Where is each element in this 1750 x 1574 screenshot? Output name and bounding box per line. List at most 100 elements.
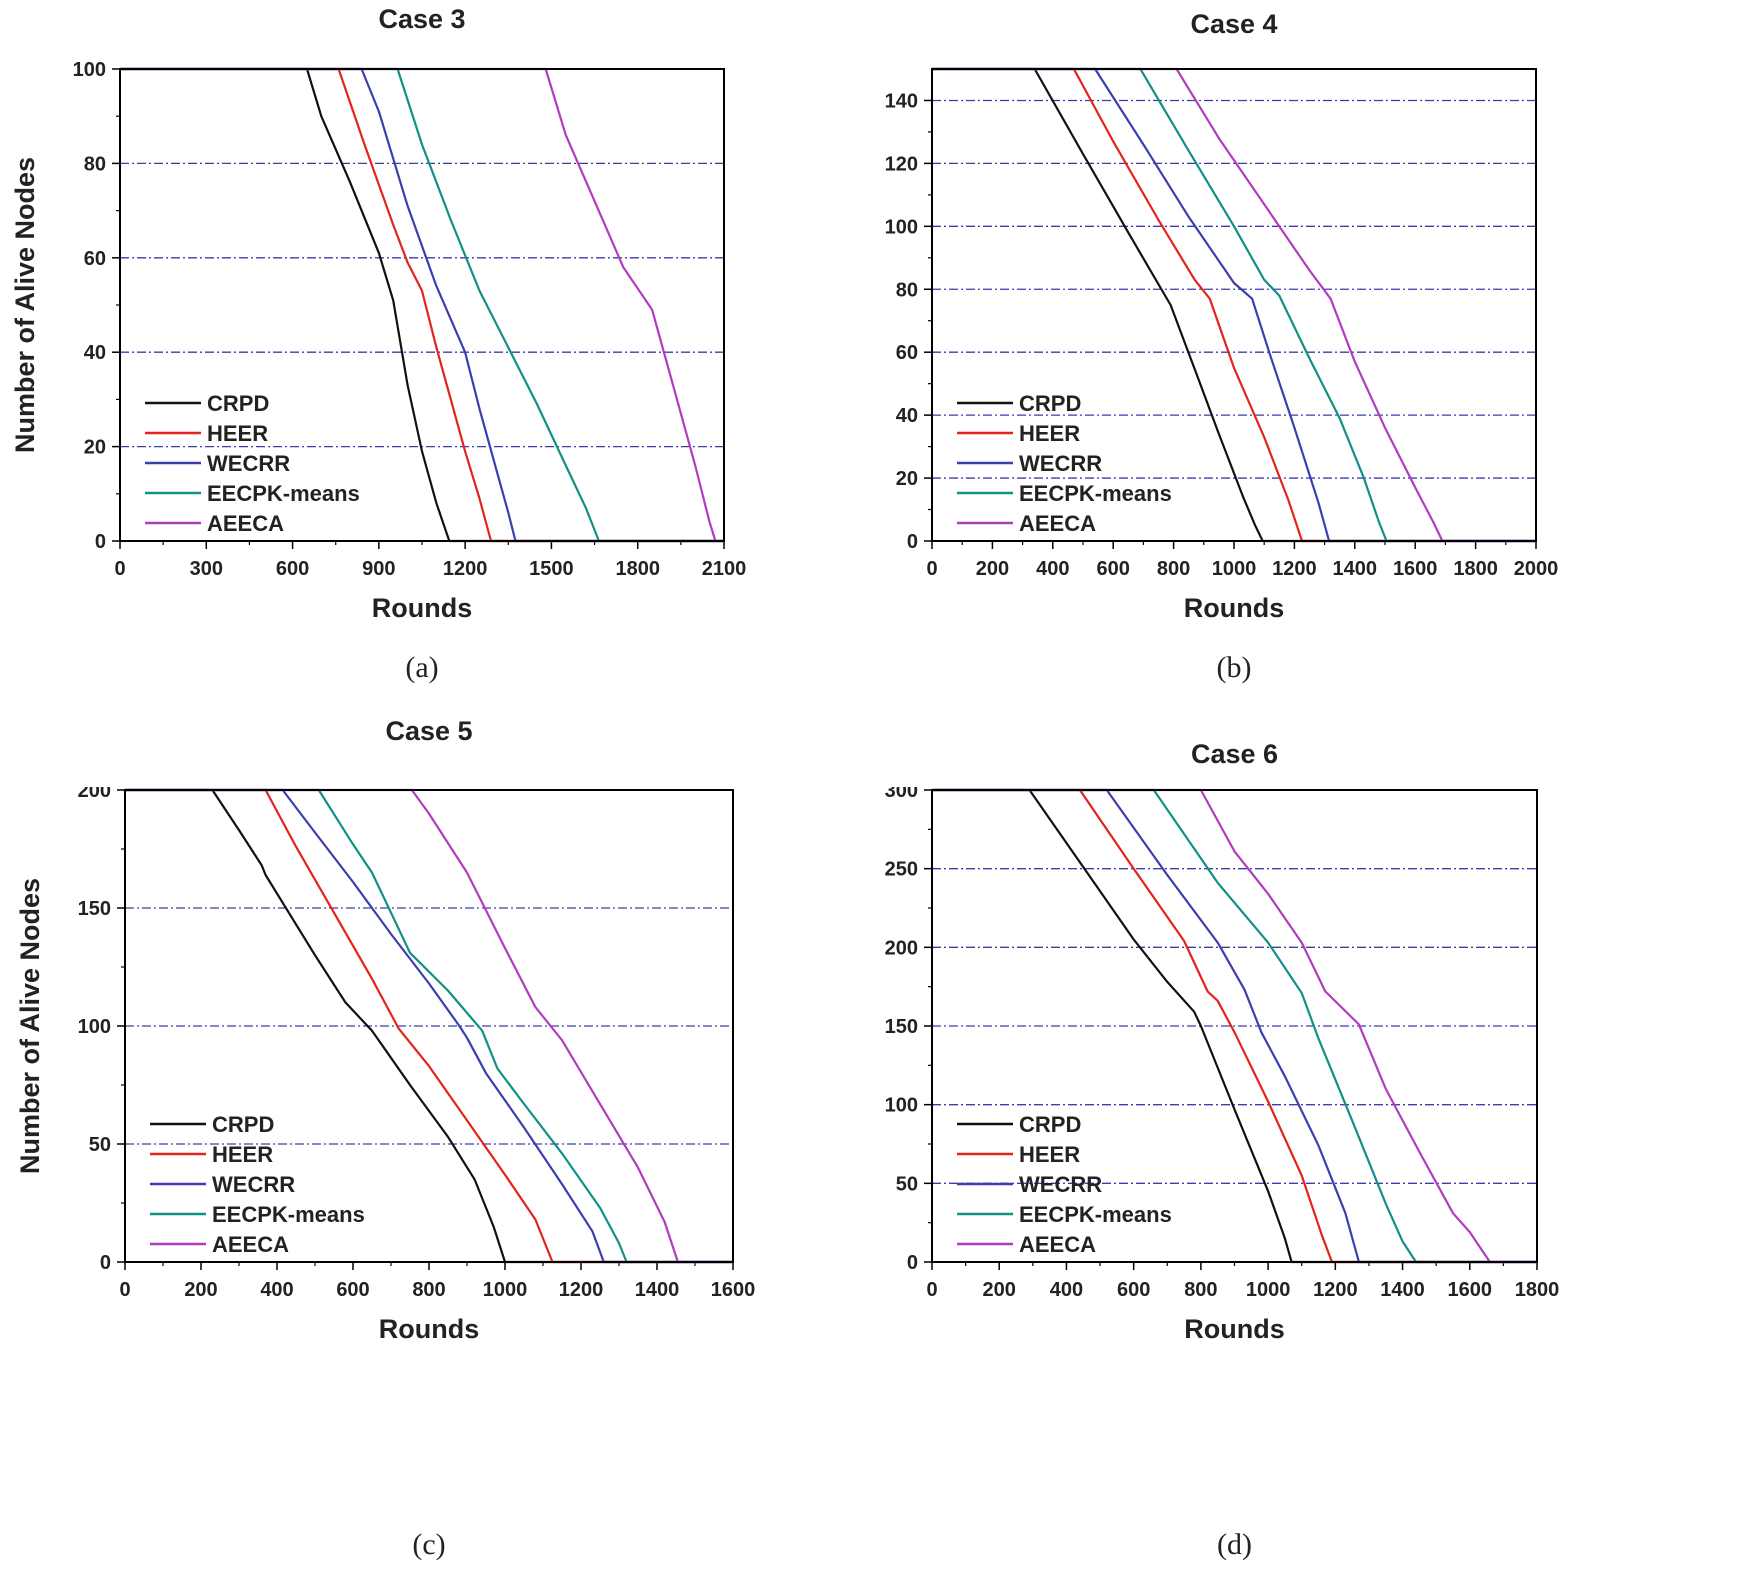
x-tick-label: 200 — [184, 1279, 217, 1301]
panel-b: 0 200 400 600 800 1000 1200 1400 1600 1800 2000 0 20… — [875, 0, 1750, 787]
plot-frame — [931, 789, 1538, 1263]
x-tick-label: 1800 — [615, 558, 660, 580]
y-tick-label: 50 — [89, 1134, 111, 1156]
x-tick-label: 1400 — [635, 1279, 680, 1301]
panel-caption: (d) — [1217, 1528, 1252, 1561]
legend-label: HEER — [1019, 1142, 1080, 1167]
legend-label: HEER — [212, 1142, 273, 1167]
panel-a: 0 300 600 900 1200 1500 1800 2100 0 20 40 60 80 100 CR… — [0, 0, 875, 787]
legend: CRPD HEER WECRR EECPK-means AEECA — [957, 391, 1172, 536]
x-tick-label: 2100 — [702, 558, 747, 580]
legend-label: EECPK-means — [207, 481, 360, 506]
legend-label: EECPK-means — [1019, 1202, 1172, 1227]
y-tick-label: 0 — [907, 1252, 918, 1274]
series-line-crpd — [120, 67, 724, 543]
legend-label: AEECA — [207, 511, 284, 536]
x-tick-label: 1600 — [711, 1279, 756, 1301]
legend-label: AEECA — [1019, 1232, 1096, 1257]
series-lines — [932, 788, 1537, 1264]
x-tick-label: 1600 — [1393, 558, 1438, 580]
chart-c: 0 200 400 600 800 1000 1200 1400 1600 0 50 100 150 20… — [15, 787, 755, 1561]
series-line-heer — [120, 67, 724, 543]
x-tick-label: 1200 — [1313, 1279, 1358, 1301]
y-tick-label: 60 — [896, 342, 918, 364]
y-tick-label: 100 — [885, 216, 918, 238]
panel-caption: (c) — [412, 1528, 445, 1561]
series-line-crpd — [932, 788, 1537, 1264]
x-tick-label: 1400 — [1333, 558, 1378, 580]
x-tick-label: 2000 — [1514, 558, 1559, 580]
y-axis: 0 20 40 60 80 100 — [73, 59, 120, 553]
legend-label: EECPK-means — [1019, 481, 1172, 506]
x-tick-label: 600 — [1097, 558, 1130, 580]
series-line-heer — [932, 67, 1536, 543]
series-line-wecrr — [932, 67, 1536, 543]
legend-label: WECRR — [207, 451, 290, 476]
x-tick-label: 1200 — [1272, 558, 1317, 580]
x-axis-title: Rounds — [1184, 593, 1285, 623]
x-axis: 0 200 400 600 800 1000 1200 1400 1600 1800 2000 — [926, 541, 1558, 580]
legend-label: CRPD — [207, 391, 269, 416]
series-lines — [120, 67, 724, 543]
panel-caption: (a) — [405, 651, 438, 684]
plot-frame — [119, 68, 725, 542]
legend-label: CRPD — [1019, 391, 1081, 416]
legend: CRPD HEER WECRR EECPK-means AEECA — [957, 1112, 1172, 1257]
panel-caption: (b) — [1217, 651, 1252, 684]
y-tick-label: 20 — [84, 437, 106, 459]
series-line-crpd — [125, 788, 733, 1264]
y-axis: 0 20 40 60 80 100 120 140 — [885, 90, 932, 553]
y-tick-label: 200 — [78, 787, 111, 802]
legend-label: WECRR — [212, 1172, 295, 1197]
x-tick-label: 900 — [362, 558, 395, 580]
x-tick-label: 1800 — [1515, 1279, 1560, 1301]
y-tick-label: 20 — [896, 468, 918, 490]
series-line-eecpk-means — [932, 788, 1537, 1264]
legend: CRPD HEER WECRR EECPK-means AEECA — [150, 1112, 365, 1257]
x-tick-label: 600 — [336, 1279, 369, 1301]
x-tick-label: 1600 — [1448, 1279, 1493, 1301]
y-tick-label: 80 — [84, 153, 106, 175]
x-tick-label: 800 — [1157, 558, 1190, 580]
legend-label: WECRR — [1019, 451, 1102, 476]
series-line-wecrr — [932, 788, 1537, 1264]
x-axis-title: Rounds — [372, 593, 473, 623]
legend-label: EECPK-means — [212, 1202, 365, 1227]
y-tick-label: 0 — [100, 1252, 111, 1274]
y-axis-title: Number of Alive Nodes — [15, 878, 45, 1174]
y-tick-label: 200 — [885, 937, 918, 959]
x-axis-title: Rounds — [1184, 1314, 1285, 1344]
grid-lines — [932, 868, 1537, 1184]
legend-label: AEECA — [212, 1232, 289, 1257]
plot-frame — [931, 68, 1537, 542]
y-axis-title: Number of Alive Nodes — [10, 157, 40, 453]
y-tick-label: 120 — [885, 153, 918, 175]
legend-label: HEER — [1019, 421, 1080, 446]
x-axis: 0 200 400 600 800 1000 1200 1400 1600 — [119, 1262, 755, 1301]
x-tick-label: 600 — [276, 558, 309, 580]
x-tick-label: 800 — [412, 1279, 445, 1301]
y-tick-label: 0 — [95, 531, 106, 553]
series-line-wecrr — [120, 67, 724, 543]
legend-label: HEER — [207, 421, 268, 446]
x-tick-label: 1000 — [483, 1279, 528, 1301]
panel-d: 0 200 400 600 800 1000 1200 1400 1600 1800 0 50 100 1… — [875, 787, 1750, 1574]
x-tick-label: 1200 — [559, 1279, 604, 1301]
y-tick-label: 140 — [885, 90, 918, 112]
x-tick-label: 0 — [119, 1279, 130, 1301]
x-tick-label: 1200 — [443, 558, 488, 580]
x-tick-label: 400 — [260, 1279, 293, 1301]
x-axis: 0 200 400 600 800 1000 1200 1400 1600 1800 — [926, 1262, 1559, 1301]
y-tick-label: 60 — [84, 248, 106, 270]
legend-label: CRPD — [1019, 1112, 1081, 1137]
series-line-aeeca — [932, 788, 1537, 1264]
series-line-crpd — [932, 67, 1536, 543]
y-tick-label: 100 — [885, 1095, 918, 1117]
y-tick-label: 40 — [84, 342, 106, 364]
x-tick-label: 400 — [1050, 1279, 1083, 1301]
x-tick-label: 1000 — [1246, 1279, 1291, 1301]
x-tick-label: 0 — [114, 558, 125, 580]
x-tick-label: 1000 — [1212, 558, 1257, 580]
series-line-eecpk-means — [125, 788, 733, 1264]
chart-d: 0 200 400 600 800 1000 1200 1400 1600 1800 0 50 100 1… — [885, 787, 1560, 1561]
